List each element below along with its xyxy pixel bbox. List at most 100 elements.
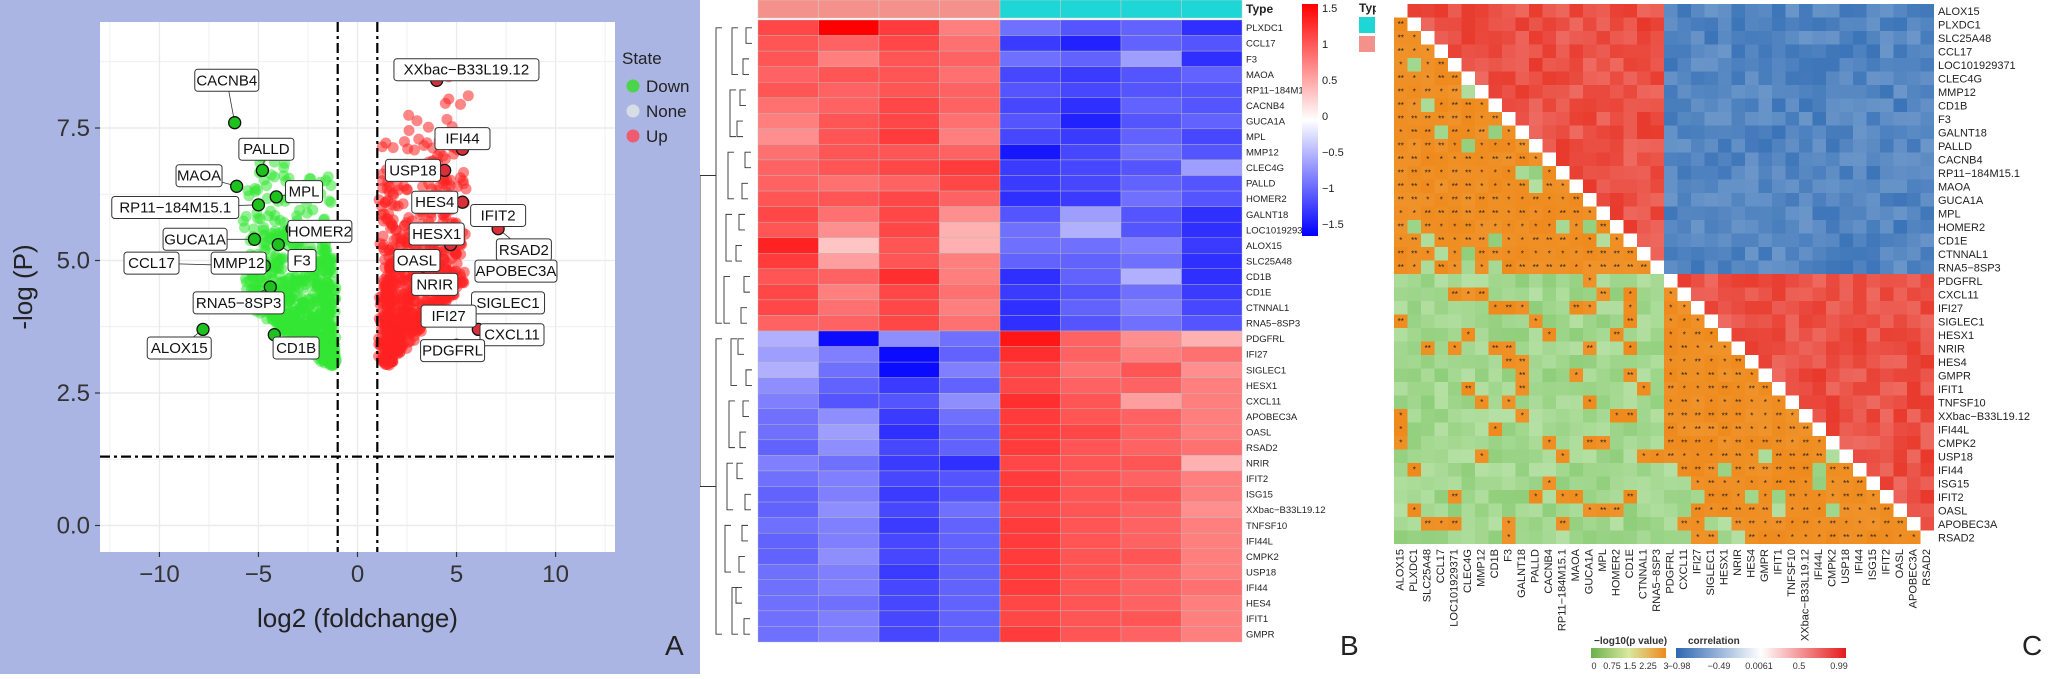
matrix-cell bbox=[1596, 152, 1610, 166]
heatmap-cell bbox=[878, 517, 940, 534]
matrix-cell bbox=[1880, 328, 1894, 342]
row-label: CLEC4G bbox=[1938, 73, 1982, 85]
up-point bbox=[388, 344, 400, 356]
matrix-cell bbox=[1394, 449, 1408, 463]
matrix-cell bbox=[1799, 422, 1813, 436]
matrix-cell bbox=[1421, 125, 1435, 139]
matrix-cell bbox=[1772, 193, 1786, 207]
matrix-cell bbox=[1718, 220, 1732, 234]
matrix-cell bbox=[1731, 287, 1745, 301]
matrix-cell bbox=[1610, 395, 1624, 409]
matrix-cell bbox=[1502, 382, 1516, 396]
down-point bbox=[304, 269, 316, 281]
heatmap-cell bbox=[1181, 81, 1243, 98]
matrix-cell bbox=[1718, 139, 1732, 153]
heatmap-cell bbox=[757, 579, 819, 596]
row-label: PALLD bbox=[1938, 141, 1972, 153]
matrix-cell bbox=[1812, 31, 1826, 45]
matrix-cell bbox=[1596, 314, 1610, 328]
heatmap-cell bbox=[1060, 439, 1122, 456]
matrix-cell bbox=[1583, 301, 1597, 315]
matrix-cell bbox=[1745, 436, 1759, 450]
matrix-cell bbox=[1853, 517, 1867, 531]
significance-mark: ** bbox=[1722, 412, 1728, 421]
matrix-cell bbox=[1394, 98, 1408, 112]
matrix-cell bbox=[1839, 139, 1853, 153]
heatmap-cell bbox=[939, 610, 1001, 627]
matrix-cell bbox=[1475, 206, 1489, 220]
heatmap-cell bbox=[1181, 221, 1243, 238]
matrix-cell bbox=[1407, 355, 1421, 369]
significance-mark: * bbox=[1480, 169, 1483, 178]
up-point bbox=[403, 294, 415, 306]
matrix-cell bbox=[1623, 193, 1637, 207]
heatmap-cell bbox=[939, 393, 1001, 409]
significance-mark: ** bbox=[1708, 533, 1714, 542]
matrix-cell bbox=[1515, 220, 1529, 234]
matrix-cell bbox=[1839, 31, 1853, 45]
matrix-cell bbox=[1893, 382, 1907, 396]
gene-label: PDGFRL bbox=[422, 343, 483, 360]
matrix-cell bbox=[1596, 395, 1610, 409]
significance-mark: * bbox=[1413, 74, 1416, 83]
heatmap-cell bbox=[999, 221, 1061, 238]
gene-label-box bbox=[420, 339, 486, 363]
up-point bbox=[425, 211, 437, 223]
significance-mark: * bbox=[1777, 425, 1780, 434]
matrix-cell bbox=[1502, 449, 1516, 463]
matrix-cell bbox=[1691, 179, 1705, 193]
matrix-cell bbox=[1556, 355, 1570, 369]
down-point bbox=[323, 303, 335, 315]
matrix-cell bbox=[1772, 274, 1786, 288]
matrix-cell bbox=[1529, 206, 1543, 220]
matrix-cell bbox=[1758, 395, 1772, 409]
matrix-cell bbox=[1731, 274, 1745, 288]
matrix-cell bbox=[1880, 4, 1894, 18]
matrix-cell bbox=[1718, 166, 1732, 180]
matrix-cell bbox=[1650, 152, 1664, 166]
matrix-cell bbox=[1785, 274, 1799, 288]
matrix-cell bbox=[1772, 125, 1786, 139]
matrix-cell bbox=[1623, 220, 1637, 234]
row-label: IFI44L bbox=[1938, 424, 1969, 436]
heatmap-cell bbox=[999, 128, 1061, 145]
significance-mark: ** bbox=[1519, 371, 1525, 380]
matrix-cell bbox=[1569, 328, 1583, 342]
matrix-cell bbox=[1853, 58, 1867, 72]
matrix-cell bbox=[1745, 314, 1759, 328]
x-tick-label: 0 bbox=[351, 561, 364, 588]
matrix-cell bbox=[1745, 517, 1759, 531]
matrix-cell bbox=[1542, 287, 1556, 301]
matrix-cell bbox=[1583, 463, 1597, 477]
matrix-cell bbox=[1907, 463, 1921, 477]
matrix-cell bbox=[1731, 341, 1745, 355]
matrix-cell bbox=[1583, 341, 1597, 355]
matrix-cell bbox=[1583, 85, 1597, 99]
matrix-cell bbox=[1745, 58, 1759, 72]
matrix-cell bbox=[1583, 476, 1597, 490]
significance-mark: * bbox=[1494, 304, 1497, 313]
matrix-cell bbox=[1596, 287, 1610, 301]
heatmap-cell bbox=[1060, 579, 1122, 596]
matrix-cell bbox=[1785, 179, 1799, 193]
matrix-cell bbox=[1853, 328, 1867, 342]
matrix-cell bbox=[1907, 422, 1921, 436]
significance-mark: ** bbox=[1614, 263, 1620, 272]
matrix-cell bbox=[1515, 436, 1529, 450]
matrix-cell bbox=[1772, 260, 1786, 274]
matrix-cell bbox=[1812, 193, 1826, 207]
matrix-cell bbox=[1812, 422, 1826, 436]
heatmap-cell bbox=[939, 408, 1001, 425]
matrix-cell bbox=[1691, 341, 1705, 355]
matrix-cell bbox=[1583, 287, 1597, 301]
significance-mark: ** bbox=[1843, 533, 1849, 542]
heatmap-cell bbox=[999, 424, 1061, 441]
matrix-cell bbox=[1718, 71, 1732, 85]
matrix-cell bbox=[1394, 17, 1408, 31]
matrix-cell bbox=[1920, 436, 1934, 450]
matrix-cell bbox=[1677, 31, 1691, 45]
significance-mark: * bbox=[1872, 493, 1875, 502]
matrix-cell bbox=[1691, 301, 1705, 315]
significance-mark: * bbox=[1507, 398, 1510, 407]
significance-mark: * bbox=[1480, 142, 1483, 151]
